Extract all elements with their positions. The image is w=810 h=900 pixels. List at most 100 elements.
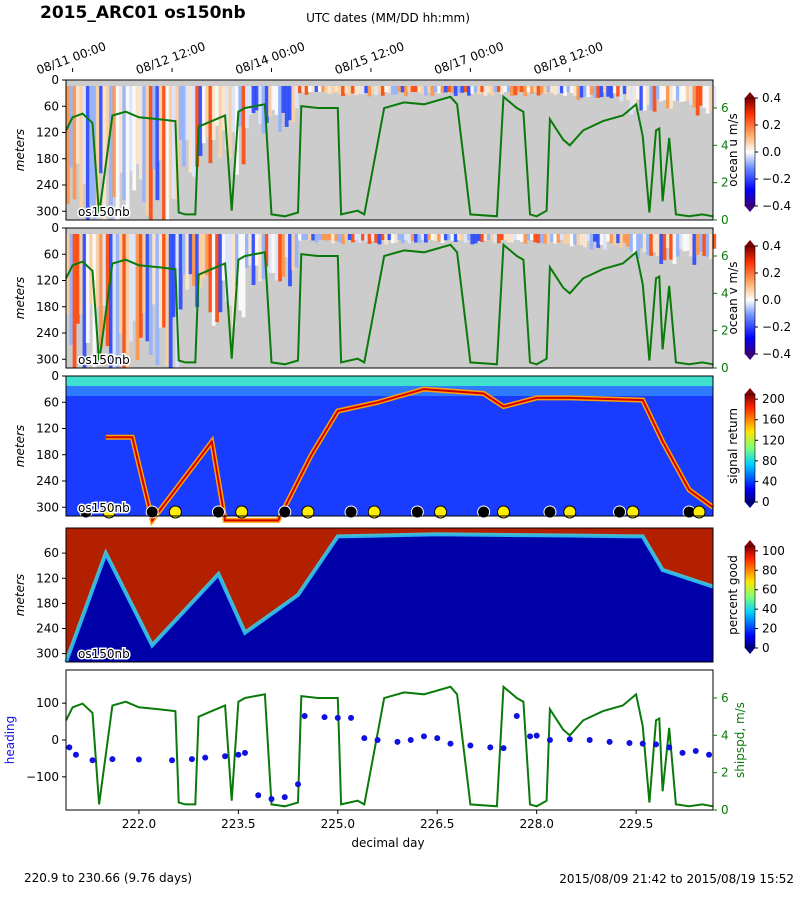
velocity-cell [138,234,143,338]
velocity-cell [138,86,143,180]
colorbar-tick-label: −0.2 [762,172,791,186]
velocity-cell [82,86,87,184]
colorbar-tick-label: 160 [762,413,785,427]
velocity-cell [298,234,302,241]
velocity-cell [665,234,670,249]
y-tick-label: −100 [26,770,59,784]
velocity-cell [119,234,123,334]
heading-axis-label: heading [3,716,17,765]
velocity-cell [284,86,289,127]
velocity-cell [553,234,558,244]
x-tick-label: 229.5 [619,817,653,831]
velocity-cell [417,234,422,243]
y-tick-label: 240 [36,622,59,636]
velocity-cell [692,86,697,108]
velocity-cell [185,234,190,290]
velocity-cell [410,86,415,92]
colorbar-extend-top [745,388,755,394]
velocity-cell [397,234,402,240]
velocity-cell [311,234,316,241]
ship-speed-line [65,684,714,808]
velocity-cell [314,86,319,92]
velocity-cell [79,234,84,315]
velocity-cell [586,234,591,241]
velocity-cell [397,86,402,92]
velocity-cell [351,234,355,243]
velocity-cell [400,86,405,93]
velocity-cell [463,234,468,243]
velocity-cell [109,86,113,220]
velocity-cell [440,86,445,93]
y-tick-label: 60 [44,546,59,560]
colorbar-tick-label: 40 [762,474,777,488]
velocity-cell [95,234,100,307]
velocity-cell [665,86,670,109]
colorbar-tick-label: 0.2 [762,266,781,280]
heading-point [281,794,288,801]
y-tick-label: 180 [36,448,59,462]
velocity-cell [327,234,332,240]
velocity-cell [513,234,518,240]
velocity-cell [331,234,335,244]
y-tick-label: 300 [36,647,59,661]
velocity-cell [231,86,236,133]
colorbar-tick-label: −0.4 [762,199,791,213]
velocity-cell [182,86,186,167]
velocity-cell [99,234,103,348]
black-marker [410,505,424,519]
velocity-cell [367,86,372,97]
velocity-cell [457,234,461,240]
velocity-cell [241,234,246,318]
axes-frame [65,527,714,663]
velocity-cell [430,86,435,96]
velocity-cell [460,234,465,241]
velocity-cell [496,86,501,92]
velocity-cell [321,86,326,92]
velocity-cell [284,234,289,258]
velocity-cell [72,86,77,200]
velocity-cell [626,86,630,101]
velocity-cell [281,86,286,113]
velocity-cell [387,86,392,94]
axes-frame [65,375,714,517]
y-tick-label: 300 [36,352,59,366]
y-tick-label: 60 [44,99,59,113]
velocity-cell [89,86,94,205]
velocity-cell [327,86,332,94]
velocity-cell [271,234,276,274]
y-tick-label: 300 [36,500,59,514]
y-tick-label: 120 [36,571,59,585]
velocity-cell [404,234,408,240]
velocity-cell [75,86,80,164]
top-date-ticks: 08/11 00:00 08/12 12:00 08/14 00:00 08/15 1… [35,39,606,77]
ship-speed-line [65,242,714,366]
velocity-cell [211,86,216,141]
figure-title: 2015_ARC01 os150nb [40,3,246,23]
velocity-cell [208,234,213,313]
velocity-cell [470,86,475,94]
velocity-cell [105,234,110,347]
y-tick-label: 180 [36,596,59,610]
velocity-cell [549,86,554,93]
velocity-cell [563,234,567,245]
velocity-cell [493,234,498,244]
instrument-label: os150nb [78,647,130,661]
heading-point [255,792,262,799]
heading-point [639,740,646,747]
velocity-cell [616,234,621,244]
velocity-cell [132,234,137,321]
velocity-cell [579,234,584,245]
velocity-cell [311,86,316,92]
velocity-cell [354,234,359,240]
heading-point [407,737,414,743]
velocity-cell [251,234,256,285]
right-tick-label: 2 [721,176,729,190]
velocity-cell [612,234,617,246]
velocity-cell [440,234,445,244]
velocity-cell [523,86,528,97]
velocity-cell [132,86,137,191]
black-marker [344,505,358,519]
velocity-cell [473,86,478,93]
colorbar-tick-label: 80 [762,454,777,468]
velocity-cell [596,234,601,248]
